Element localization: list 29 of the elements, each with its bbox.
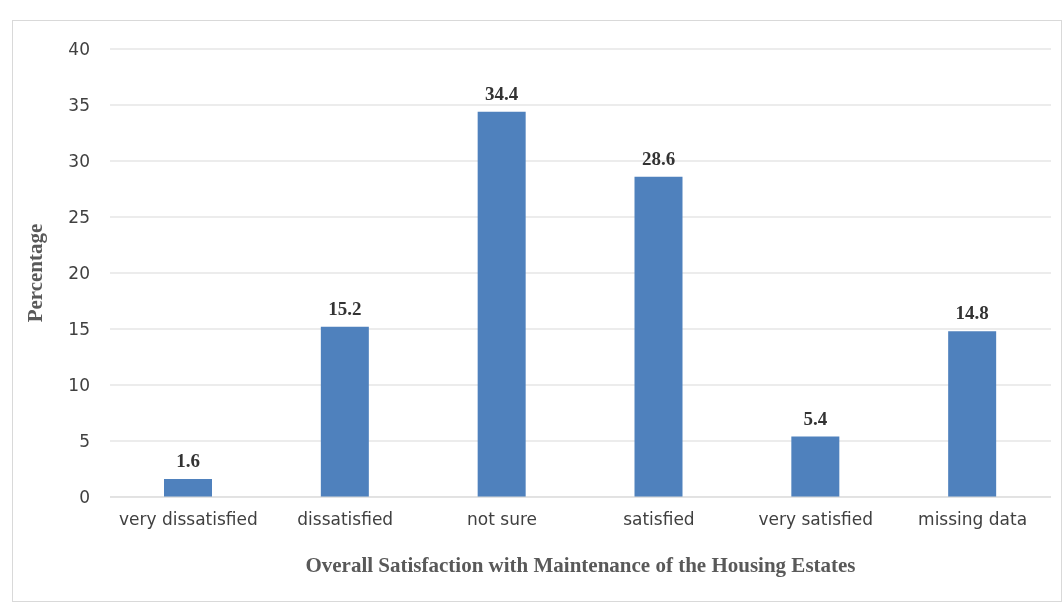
data-label: 1.6: [176, 450, 200, 472]
data-label: 5.4: [803, 407, 828, 429]
y-tick-label: 5: [79, 431, 90, 452]
bar: [634, 176, 683, 497]
data-label: 28.6: [641, 147, 676, 169]
bar: [477, 111, 526, 497]
data-label: 14.8: [955, 302, 989, 324]
bar: [948, 331, 997, 497]
bar: [164, 479, 212, 497]
y-tick-label: 25: [68, 207, 90, 228]
x-tick-label: missing data: [918, 509, 1028, 530]
x-tick-label: very dissatisfied: [119, 509, 258, 530]
y-tick-label: 35: [68, 95, 90, 116]
y-tick-label: 0: [79, 487, 90, 508]
x-tick-label: not sure: [467, 509, 538, 530]
y-tick-label: 30: [68, 151, 90, 172]
data-label: 15.2: [328, 297, 362, 319]
x-tick-label: very satisfied: [758, 509, 873, 530]
x-tick-label: dissatisfied: [297, 509, 394, 530]
x-tick-label: satisfied: [623, 509, 695, 530]
y-tick-label: 10: [68, 375, 90, 396]
bar: [320, 326, 369, 497]
bar: [791, 436, 840, 497]
y-axis-title: Percentage: [23, 223, 48, 323]
y-tick-label: 40: [68, 39, 90, 60]
y-tick-label: 20: [68, 263, 90, 284]
y-tick-label: 15: [68, 319, 90, 340]
x-axis-title: Overall Satisfaction with Maintenance of the Housing Estates: [305, 553, 856, 577]
data-label: 34.4: [485, 82, 519, 104]
